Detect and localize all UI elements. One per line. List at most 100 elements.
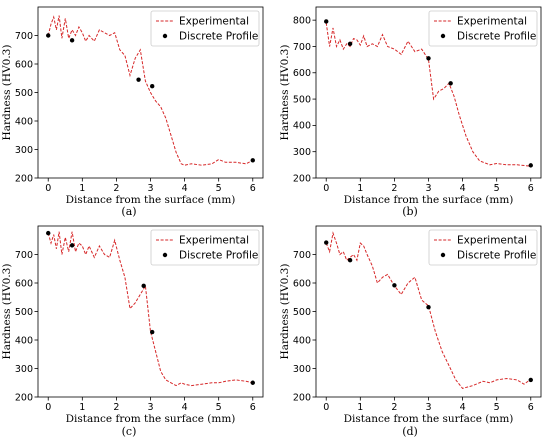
x-tick-label: 0	[45, 183, 51, 194]
legend-label-discrete: Discrete Profile	[179, 250, 258, 262]
legend-label-experimental: Experimental	[179, 235, 249, 247]
y-tick-label: 500	[15, 307, 33, 318]
y-tick-label: 800	[293, 15, 311, 26]
y-tick-label: 300	[293, 364, 311, 375]
discrete-profile-point	[150, 329, 155, 335]
x-tick-label: 3	[147, 402, 153, 413]
legend-label-experimental: Experimental	[457, 235, 527, 247]
discrete-profile-point	[324, 19, 329, 24]
y-tick-label: 200	[15, 392, 33, 403]
chart-panel-d: 0 1 2 3 4 5 6 200 300 400 500 600 700 Distance from t…	[279, 225, 542, 438]
discrete-profile-point	[250, 158, 255, 163]
x-tick-label: 4	[182, 183, 188, 194]
legend-label-discrete: Discrete Profile	[457, 250, 536, 262]
panel-label: (c)	[122, 425, 137, 438]
chart-panel-b: 0 1 2 3 4 5 6 200 300 400 500 600 700 800 Distance fro…	[279, 6, 542, 218]
y-tick-label: 600	[15, 278, 33, 289]
x-tick-label: 3	[425, 183, 431, 194]
legend: Experimental Discrete Profile	[150, 10, 260, 47]
x-tick-label: 5	[216, 183, 222, 194]
discrete-profile-point	[136, 77, 141, 82]
legend-swatch-discrete	[162, 33, 168, 39]
legend-label-experimental: Experimental	[457, 16, 527, 28]
x-tick-label: 3	[147, 183, 153, 194]
x-tick-label: 0	[323, 402, 329, 413]
x-tick-label: 1	[79, 402, 85, 413]
legend-swatch-discrete	[440, 33, 446, 39]
experimental-series-line	[47, 231, 253, 387]
discrete-profile-point	[528, 377, 533, 383]
x-tick-label: 4	[460, 402, 466, 413]
experimental-series-line	[325, 22, 531, 167]
chart-panel-c: 0 1 2 3 4 5 6 200 300 400 500 600 700 Distance from t…	[1, 225, 264, 438]
legend-box	[150, 229, 260, 266]
discrete-profile-point	[46, 230, 51, 236]
y-axis-title: Hardness (HV0.3)	[1, 45, 13, 141]
x-tick-label: 6	[528, 183, 534, 194]
x-tick-label: 2	[113, 183, 119, 194]
legend: Experimental Discrete Profile	[428, 229, 538, 266]
x-tick-label: 1	[79, 183, 85, 194]
chart-panel-a: 0 1 2 3 4 5 6 200 300 400 500 600 700 Distance from t…	[1, 6, 264, 218]
y-tick-label: 600	[293, 278, 311, 289]
y-tick-label: 400	[15, 116, 33, 127]
y-tick-label: 200	[293, 173, 311, 184]
y-axis-title: Hardness (HV0.3)	[1, 264, 13, 360]
legend-box	[428, 10, 538, 47]
y-tick-label: 700	[293, 250, 311, 261]
x-axis-title: Distance from the surface (mm)	[344, 413, 514, 425]
discrete-profile-point	[347, 258, 353, 263]
y-axis-title: Hardness (HV0.3)	[279, 45, 291, 141]
y-tick-label: 300	[293, 147, 311, 158]
panel-label: (b)	[402, 205, 418, 218]
y-tick-label: 500	[15, 88, 33, 99]
discrete-profile-point	[347, 41, 353, 47]
discrete-profile-point	[150, 84, 155, 89]
y-tick-label: 300	[15, 364, 33, 375]
x-tick-label: 4	[460, 183, 466, 194]
discrete-profile-point	[426, 56, 431, 61]
x-tick-label: 0	[45, 402, 51, 413]
y-tick-label: 400	[293, 335, 311, 346]
y-tick-label: 700	[15, 31, 33, 42]
experimental-series-line	[325, 231, 532, 389]
x-tick-label: 1	[357, 183, 363, 194]
y-tick-label: 300	[15, 145, 33, 156]
y-tick-label: 600	[293, 68, 311, 79]
x-tick-label: 1	[357, 402, 363, 413]
discrete-profile-point	[528, 163, 533, 168]
discrete-profile-point	[69, 243, 75, 248]
y-tick-label: 700	[293, 42, 311, 53]
panel-label: (d)	[402, 425, 418, 438]
discrete-profile-point	[250, 380, 255, 385]
y-tick-label: 200	[293, 392, 311, 403]
y-tick-label: 500	[293, 307, 311, 318]
y-tick-label: 500	[293, 94, 311, 105]
y-tick-label: 600	[15, 59, 33, 70]
x-tick-label: 5	[494, 183, 500, 194]
discrete-profile-point	[448, 81, 453, 86]
x-tick-label: 6	[250, 402, 256, 413]
x-tick-label: 2	[113, 402, 119, 413]
discrete-profile-point	[426, 305, 431, 310]
legend-label-discrete: Discrete Profile	[179, 31, 258, 43]
legend-label-experimental: Experimental	[179, 16, 249, 28]
x-tick-label: 2	[391, 402, 397, 413]
x-tick-label: 6	[528, 402, 534, 413]
x-tick-label: 5	[216, 402, 222, 413]
legend-swatch-discrete	[162, 252, 168, 258]
legend: Experimental Discrete Profile	[150, 229, 260, 266]
discrete-profile-point	[324, 240, 329, 245]
y-tick-label: 200	[15, 173, 33, 184]
discrete-profile-point	[392, 283, 397, 288]
legend: Experimental Discrete Profile	[428, 10, 538, 47]
x-tick-label: 4	[182, 402, 188, 413]
discrete-profile-point	[69, 38, 75, 43]
legend-swatch-discrete	[440, 252, 446, 258]
x-axis-title: Distance from the surface (mm)	[66, 413, 236, 425]
x-axis-title: Distance from the surface (mm)	[344, 194, 514, 206]
legend-label-discrete: Discrete Profile	[457, 31, 536, 43]
experimental-series-line	[47, 15, 254, 166]
x-axis-title: Distance from the surface (mm)	[66, 194, 236, 206]
legend-box	[428, 229, 538, 266]
